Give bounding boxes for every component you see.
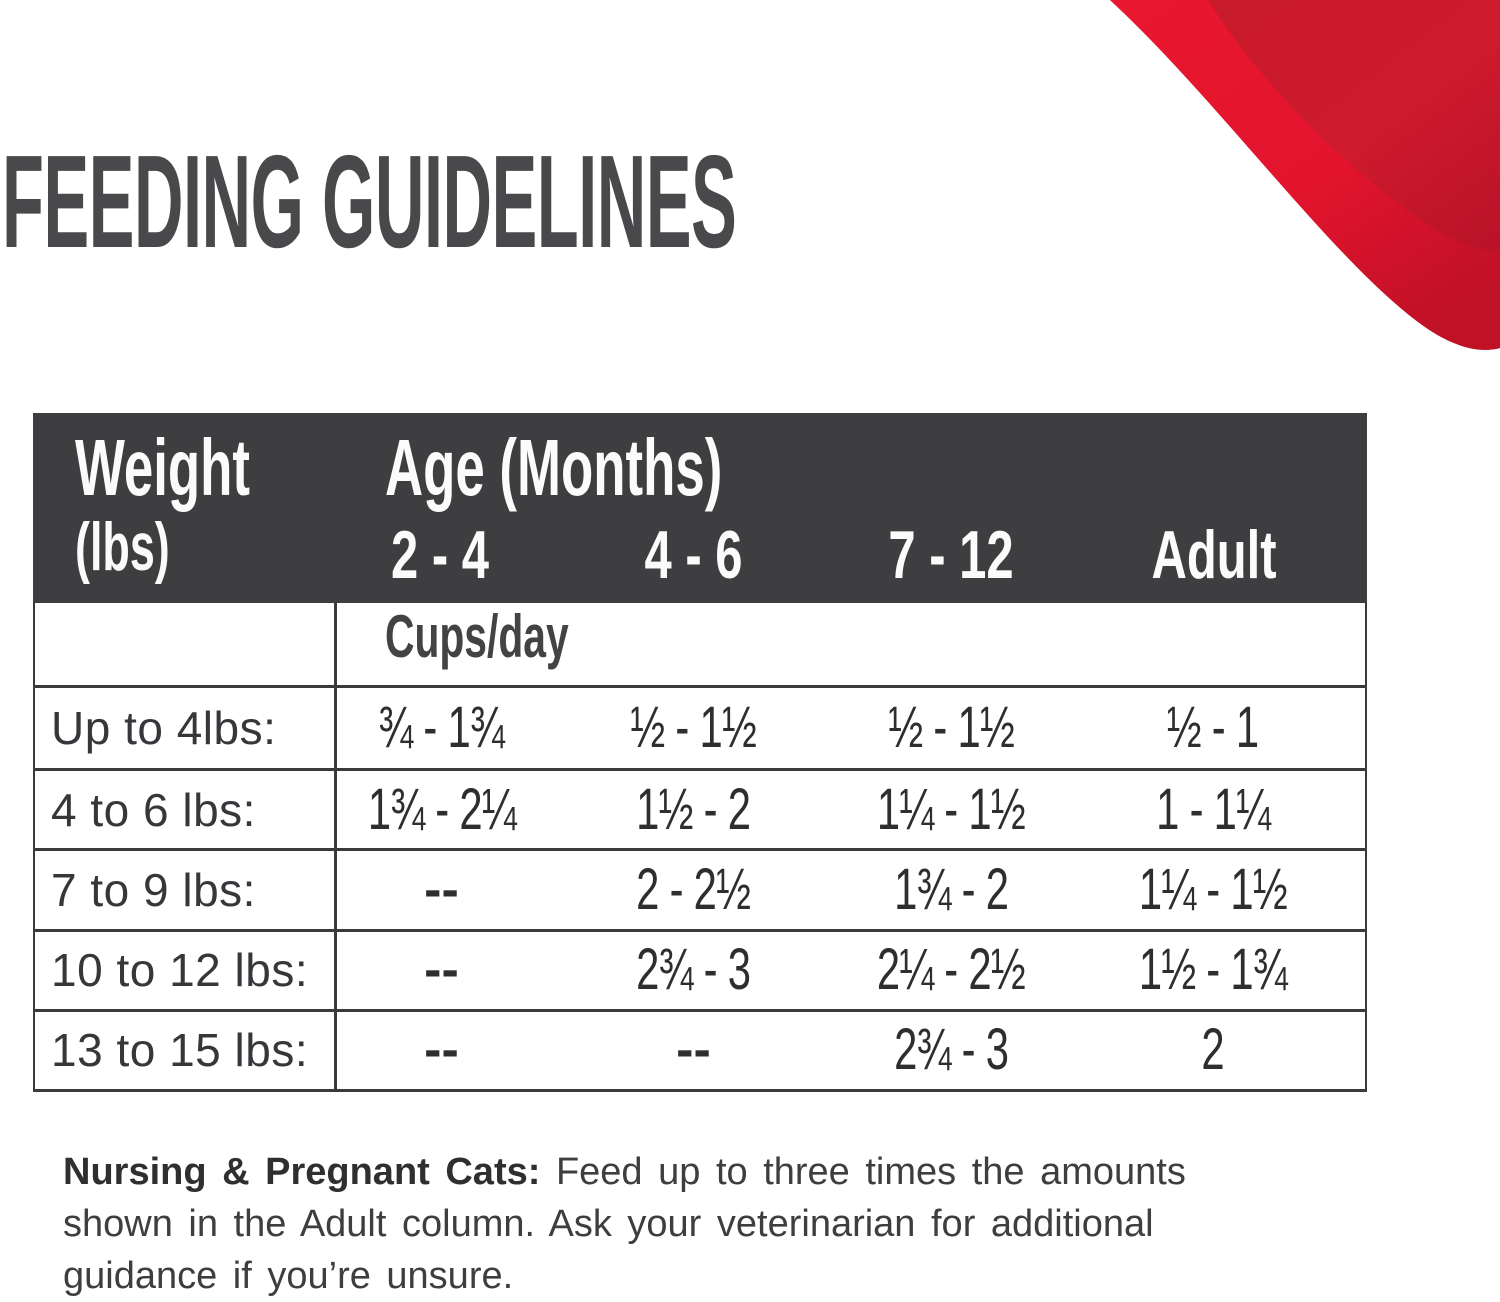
value-cell: 1¾ - 2: [841, 851, 1061, 928]
col-header-age-4-6: 4 - 6: [644, 517, 743, 593]
no-value-dashes: --: [424, 860, 459, 919]
value-cell: 1¾ - 2¼: [334, 771, 546, 849]
col-header-age-months: Age (Months): [385, 423, 723, 512]
table-row: Up to 4lbs: ¾ - 1¾ ½ - 1½ ½ - 1½ ½ - 1: [35, 688, 1365, 769]
value-cell: 2¾ - 3: [841, 1012, 1061, 1089]
col-header-age-7-12: 7 - 12: [888, 517, 1014, 593]
weight-label-cell: 4 to 6 lbs:: [35, 771, 334, 848]
weight-label-cell: Up to 4lbs:: [35, 688, 334, 768]
cups-value: 1½ - 1¾: [1138, 937, 1288, 1003]
value-cell: 1½ - 2: [546, 771, 841, 848]
weight-label-cell: 10 to 12 lbs:: [35, 932, 334, 1009]
cups-value: 1¾ - 2¼: [367, 776, 516, 842]
value-cell: 2¼ - 2½: [841, 932, 1061, 1009]
cups-value: 2: [1201, 1017, 1225, 1083]
footnote-line1: Feed up to three times the amounts: [540, 1151, 1186, 1193]
cups-value: 2¾ - 3: [636, 937, 751, 1003]
col-header-weight: Weight: [75, 423, 251, 512]
value-cell: --: [546, 1012, 841, 1089]
cups-value: ½ - 1: [1167, 695, 1259, 761]
footnote-line2: shown in the Adult column. Ask your vete…: [63, 1203, 1154, 1245]
table-body: Cups/day Up to 4lbs: ¾ - 1¾ ½ - 1½ ½ - 1…: [33, 603, 1367, 1092]
units-label: Cups/day: [385, 603, 569, 670]
value-cell: 2 - 2½: [546, 851, 841, 928]
col-header-adult: Adult: [1151, 517, 1277, 593]
no-value-dashes: --: [424, 941, 459, 1000]
cups-value: 2¼ - 2½: [876, 937, 1026, 1003]
cups-value: 2¾ - 3: [893, 1017, 1009, 1083]
no-value-dashes: --: [676, 1021, 711, 1080]
value-cell: --: [334, 931, 546, 1009]
value-cell: ½ - 1: [1061, 688, 1365, 768]
value-cell: 1½ - 1¾: [1061, 932, 1365, 1009]
value-cell: 2: [1061, 1012, 1365, 1089]
col-header-age-2-4: 2 - 4: [391, 517, 489, 593]
cups-value: 1¾ - 2: [893, 856, 1009, 922]
table-row: 13 to 15 lbs: -- -- 2¾ - 3 2: [35, 1008, 1365, 1089]
value-cell: --: [334, 851, 546, 929]
footnote-lead: Nursing & Pregnant Cats:: [63, 1151, 541, 1193]
red-swoosh-icon: [1110, 0, 1500, 350]
weight-range-label: 4 to 6 lbs:: [51, 783, 256, 836]
feeding-guidelines-table: Weight (lbs) Age (Months) 2 - 4 4 - 6 7 …: [33, 413, 1367, 1092]
value-cell: ¾ - 1¾: [334, 688, 546, 769]
column-divider: [334, 603, 337, 685]
value-cell: 1¼ - 1½: [841, 771, 1061, 848]
cups-value: 2 - 2½: [636, 856, 751, 922]
weight-label-cell: 7 to 9 lbs:: [35, 851, 334, 928]
table-row: 7 to 9 lbs: -- 2 - 2½ 1¾ - 2 1¼ - 1½: [35, 848, 1365, 929]
cups-value: ¾ - 1¾: [378, 695, 505, 761]
cups-value: ½ - 1½: [630, 695, 757, 761]
units-row: Cups/day: [35, 603, 1365, 688]
col-header-weight-units: (lbs): [75, 509, 170, 585]
cups-value: 1¼ - 1½: [876, 776, 1026, 842]
swoosh-highlight-band: [1110, 0, 1500, 350]
value-cell: --: [334, 1011, 546, 1089]
table-row: 4 to 6 lbs: 1¾ - 2¼ 1½ - 2 1¼ - 1½ 1 - 1…: [35, 768, 1365, 849]
footnote: Nursing & Pregnant Cats: Feed up to thre…: [63, 1146, 1355, 1302]
weight-range-label: 7 to 9 lbs:: [51, 863, 256, 916]
value-cell: ½ - 1½: [546, 688, 841, 768]
table-header: Weight (lbs) Age (Months) 2 - 4 4 - 6 7 …: [33, 413, 1367, 603]
cups-value: 1½ - 2: [636, 776, 751, 842]
value-cell: ½ - 1½: [841, 688, 1061, 768]
footnote-line3: guidance if you’re unsure.: [63, 1255, 514, 1297]
value-cell: 1 - 1¼: [1061, 771, 1365, 848]
no-value-dashes: --: [424, 1021, 459, 1080]
weight-range-label: 13 to 15 lbs:: [51, 1024, 309, 1077]
weight-range-label: 10 to 12 lbs:: [51, 944, 309, 997]
table-row: 10 to 12 lbs: -- 2¾ - 3 2¼ - 2½ 1½ - 1¾: [35, 928, 1365, 1009]
weight-range-label: Up to 4lbs:: [51, 702, 277, 755]
cups-value: ½ - 1½: [888, 695, 1014, 761]
page-title: FEEDING GUIDELINES: [2, 136, 1414, 268]
cups-value: 1 - 1¼: [1155, 776, 1271, 842]
page-title-text: FEEDING GUIDELINES: [2, 128, 737, 275]
value-cell: 2¾ - 3: [546, 932, 841, 1009]
weight-label-cell: 13 to 15 lbs:: [35, 1012, 334, 1089]
cups-value: 1¼ - 1½: [1138, 856, 1288, 922]
value-cell: 1¼ - 1½: [1061, 851, 1365, 928]
